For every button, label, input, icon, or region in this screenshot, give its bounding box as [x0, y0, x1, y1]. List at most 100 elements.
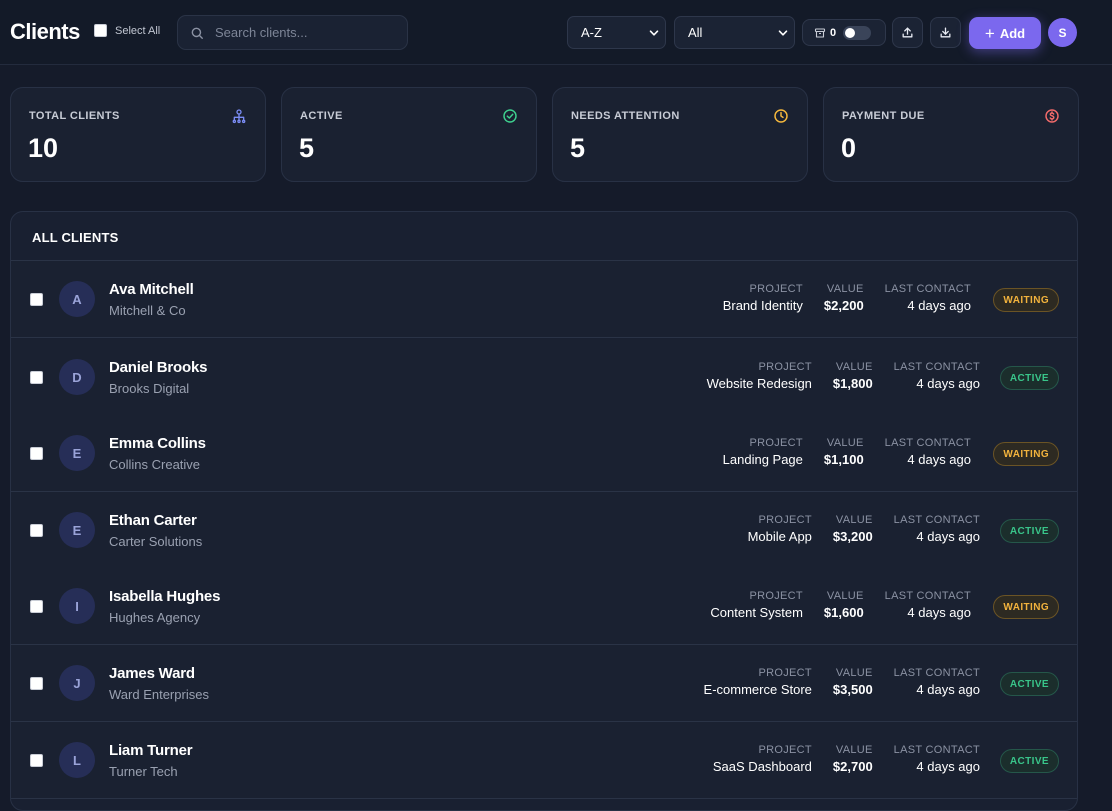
row-checkbox[interactable]	[30, 600, 43, 613]
archive-switch[interactable]	[843, 25, 872, 40]
value-amount: $2,700	[832, 759, 873, 774]
status-badge: WAITING	[993, 442, 1059, 466]
contact-value: 4 days ago	[907, 605, 971, 620]
client-row[interactable]: L Liam Turner Turner Tech PROJECT SaaS Dashb…	[11, 722, 1077, 799]
top-bar: Clients Select All A-Z All 0 +	[0, 0, 1112, 65]
sort-select-value: A-Z	[581, 25, 602, 40]
contact-heading: LAST CONTACT	[893, 744, 980, 756]
contact-heading: LAST CONTACT	[884, 437, 971, 449]
user-avatar[interactable]: S	[1048, 18, 1077, 47]
row-checkbox[interactable]	[30, 293, 43, 306]
project-value: Landing Page	[722, 452, 803, 467]
value-column: VALUE $3,200	[833, 514, 873, 544]
value-column: VALUE $1,800	[833, 361, 873, 391]
value-amount: $3,500	[832, 682, 873, 697]
plus-icon: +	[984, 23, 995, 43]
search-icon	[191, 27, 203, 39]
value-column: VALUE $1,600	[824, 590, 864, 620]
client-name[interactable]: Daniel Brooks	[109, 359, 208, 376]
client-company: Brooks Digital	[109, 381, 190, 396]
search-box[interactable]	[177, 15, 408, 50]
client-avatar: A	[59, 281, 95, 317]
value-column: VALUE $2,700	[833, 744, 873, 774]
client-avatar: E	[59, 512, 95, 548]
stat-value: 5	[299, 133, 315, 163]
client-name[interactable]: Liam Turner	[109, 742, 193, 759]
client-name[interactable]: Ethan Carter	[109, 512, 197, 529]
add-client-button[interactable]: + Add	[969, 17, 1041, 49]
switch-knob	[845, 27, 856, 38]
stat-card-payment-due: PAYMENT DUE 0	[823, 87, 1079, 182]
value-heading: VALUE	[826, 590, 864, 602]
contact-value: 4 days ago	[916, 759, 980, 774]
client-company: Mitchell & Co	[109, 303, 186, 318]
contact-column: LAST CONTACT 4 days ago	[885, 437, 971, 467]
row-checkbox[interactable]	[30, 677, 43, 690]
project-heading: PROJECT	[749, 437, 803, 449]
export-button[interactable]	[892, 17, 923, 48]
status-badge: ACTIVE	[999, 519, 1059, 543]
status-badge: ACTIVE	[999, 672, 1059, 696]
divider	[11, 260, 1077, 261]
status-badge: WAITING	[993, 595, 1059, 619]
list-title: ALL CLIENTS	[32, 230, 119, 245]
client-row[interactable]: A Ava Mitchell Mitchell & Co PROJECT Brand I…	[11, 261, 1077, 338]
client-row[interactable]: E Ethan Carter Carter Solutions PROJECT Mobi…	[11, 492, 1077, 569]
select-all-label: Select All	[115, 24, 161, 37]
stat-value: 5	[570, 133, 586, 163]
project-heading: PROJECT	[758, 514, 812, 526]
client-row[interactable]: J James Ward Ward Enterprises PROJECT E-comm…	[11, 645, 1077, 722]
status-badge: ACTIVE	[999, 749, 1059, 773]
value-heading: VALUE	[835, 514, 873, 526]
status-filter-select[interactable]: All	[674, 16, 795, 49]
client-avatar: D	[59, 359, 95, 395]
status-badge: ACTIVE	[999, 366, 1059, 390]
contact-heading: LAST CONTACT	[893, 514, 980, 526]
stat-label: NEEDS ATTENTION	[571, 110, 680, 122]
client-meta: PROJECT SaaS Dashboard VALUE $2,700 LAST CON…	[713, 744, 980, 774]
project-value: SaaS Dashboard	[712, 759, 812, 774]
row-checkbox[interactable]	[30, 371, 43, 384]
client-company: Hughes Agency	[109, 610, 201, 625]
project-heading: PROJECT	[758, 361, 812, 373]
row-checkbox[interactable]	[30, 524, 43, 537]
import-button[interactable]	[930, 17, 961, 48]
client-name[interactable]: Ava Mitchell	[109, 281, 194, 298]
contact-value: 4 days ago	[907, 452, 971, 467]
archive-toggle[interactable]: 0	[802, 19, 886, 46]
client-avatar: J	[59, 665, 95, 701]
client-row[interactable]: E Emma Collins Collins Creative PROJECT Land…	[11, 415, 1077, 492]
row-checkbox[interactable]	[30, 754, 43, 767]
row-checkbox[interactable]	[30, 447, 43, 460]
project-value: Mobile App	[747, 529, 812, 544]
contact-column: LAST CONTACT 4 days ago	[894, 744, 980, 774]
stat-label: ACTIVE	[300, 110, 343, 122]
value-heading: VALUE	[835, 361, 873, 373]
select-all-checkbox[interactable]	[94, 24, 107, 37]
client-name[interactable]: Isabella Hughes	[109, 588, 221, 605]
project-heading: PROJECT	[758, 744, 812, 756]
client-name[interactable]: Emma Collins	[109, 435, 206, 452]
client-name[interactable]: James Ward	[109, 665, 195, 682]
contact-value: 4 days ago	[916, 529, 980, 544]
search-input[interactable]	[215, 25, 395, 40]
client-meta: PROJECT Mobile App VALUE $3,200 LAST CONTACT…	[748, 514, 980, 544]
value-heading: VALUE	[835, 667, 873, 679]
stat-card-needs-attention: NEEDS ATTENTION 5	[552, 87, 808, 182]
client-company: Ward Enterprises	[109, 687, 209, 702]
chevron-down-icon	[778, 29, 788, 36]
client-row[interactable]: I Isabella Hughes Hughes Agency PROJECT Cont…	[11, 568, 1077, 645]
contact-heading: LAST CONTACT	[884, 283, 971, 295]
client-row[interactable]: D Daniel Brooks Brooks Digital PROJECT Websi…	[11, 339, 1077, 416]
sort-select[interactable]: A-Z	[567, 16, 666, 49]
contact-value: 4 days ago	[916, 682, 980, 697]
value-amount: $2,200	[823, 298, 864, 313]
client-avatar: E	[59, 435, 95, 471]
check-circle-icon	[503, 109, 517, 123]
chevron-down-icon	[649, 29, 659, 36]
project-value: E-commerce Store	[703, 682, 812, 697]
select-all[interactable]: Select All	[94, 24, 160, 37]
value-heading: VALUE	[826, 283, 864, 295]
contact-column: LAST CONTACT 4 days ago	[894, 361, 980, 391]
contact-value: 4 days ago	[916, 376, 980, 391]
